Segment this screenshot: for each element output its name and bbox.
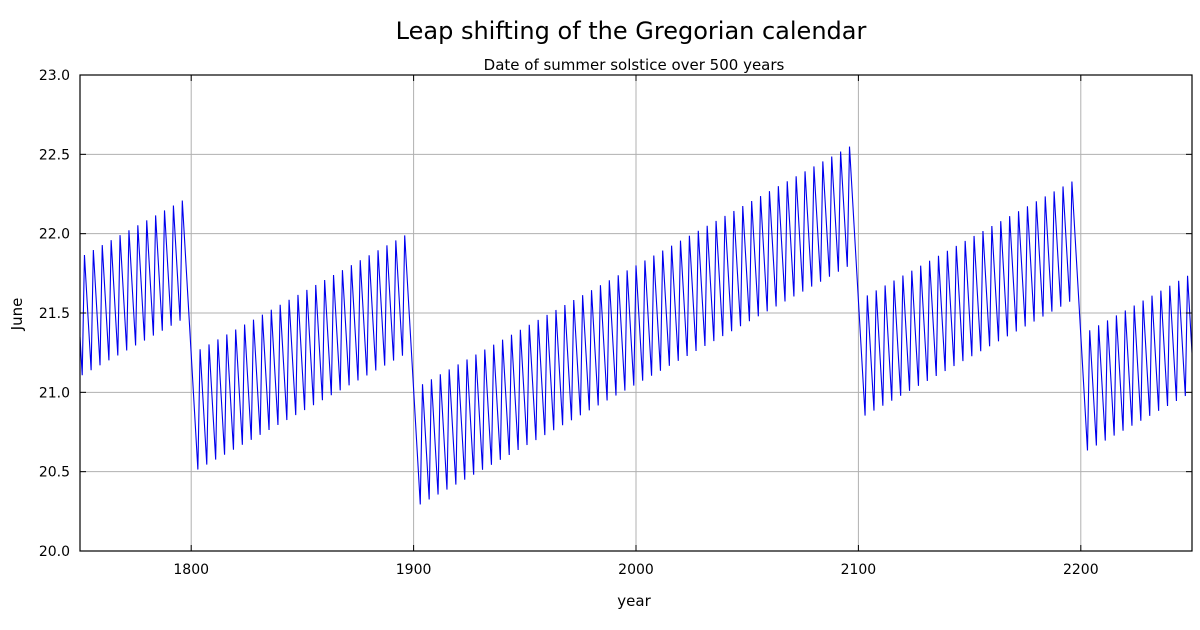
x-tick-label: 2200 — [1063, 562, 1099, 578]
chart-title: Leap shifting of the Gregorian calendar — [396, 17, 867, 45]
y-tick-label: 20.0 — [39, 544, 70, 560]
x-tick-label: 1900 — [396, 562, 432, 578]
y-tick-label: 22.0 — [39, 227, 70, 243]
y-tick-label: 22.5 — [39, 147, 70, 163]
y-tick-label: 23.0 — [39, 68, 70, 84]
chart-subtitle: Date of summer solstice over 500 years — [484, 56, 785, 74]
x-tick-label: 1800 — [173, 562, 209, 578]
y-tick-label: 21.0 — [39, 385, 70, 401]
grid-lines — [80, 75, 1192, 551]
y-tick-label: 20.5 — [39, 465, 70, 481]
y-tick-label: 21.5 — [39, 306, 70, 322]
x-axis-label: year — [617, 592, 651, 610]
x-tick-label: 2000 — [618, 562, 654, 578]
axis-ticks: 1800 1900 2000 2100 2200 20.0 20.5 21.0 21.5 22.0… — [39, 68, 1192, 578]
x-tick-label: 2100 — [841, 562, 877, 578]
series-line-summer-solstice — [79, 146, 1193, 505]
series-group — [79, 146, 1193, 505]
y-axis-label: June — [8, 298, 26, 332]
